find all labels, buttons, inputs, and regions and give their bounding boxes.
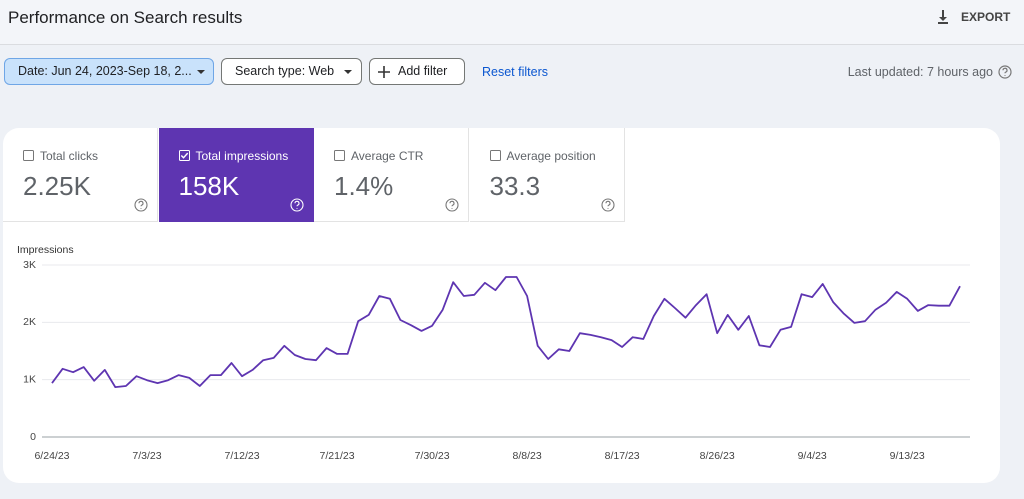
x-tick-label: 7/3/23 [132, 450, 161, 462]
header: Performance on Search results EXPORT [0, 0, 1024, 45]
metric-tile[interactable]: Total impressions 158K [158, 128, 314, 222]
dropdown-arrow [197, 70, 205, 74]
y-tick-label: 1K [23, 373, 36, 385]
search-type-filter[interactable]: Search type: Web [221, 58, 362, 85]
metric-value: 33.3 [489, 171, 541, 201]
y-tick-label: 0 [30, 431, 36, 443]
x-tick-label: 7/21/23 [320, 450, 355, 462]
add-filter-button[interactable]: Add filter [369, 58, 465, 85]
checkbox[interactable] [334, 150, 345, 161]
performance-card: Total clicks 2.25K Total impressions 158K Av… [3, 128, 1000, 483]
metric-label: Average CTR [351, 149, 424, 163]
y-tick-label: 3K [23, 259, 36, 271]
plus-icon [378, 66, 390, 78]
export-button[interactable]: EXPORT [961, 10, 1011, 24]
y-axis-label: Impressions [17, 244, 74, 256]
metric-tile[interactable]: Average CTR 1.4% [314, 128, 469, 222]
help-icon[interactable] [445, 198, 459, 212]
checkbox[interactable] [178, 150, 190, 161]
help-icon[interactable] [998, 65, 1012, 79]
page-title: Performance on Search results [8, 8, 243, 27]
metric-label: Total clicks [40, 149, 99, 163]
metric-tile[interactable]: Total clicks 2.25K [3, 128, 158, 222]
search-type-text: Search type: Web [235, 64, 335, 78]
metric-tile[interactable]: Average position 33.3 [469, 128, 625, 222]
last-updated: Last updated: 7 hours ago [847, 65, 993, 79]
checkbox[interactable] [489, 150, 501, 161]
date-filter-text: Date: Jun 24, 2023-Sep 18, 2... [18, 64, 192, 78]
checkbox[interactable] [23, 150, 34, 161]
help-icon[interactable] [289, 198, 304, 212]
x-tick-label: 9/4/23 [798, 450, 827, 462]
add-filter-text: Add filter [398, 64, 448, 78]
impressions-line [51, 276, 961, 388]
x-tick-label: 9/13/23 [890, 450, 925, 462]
x-tick-label: 7/30/23 [415, 450, 450, 462]
metric-value: 1.4% [334, 171, 394, 201]
metric-label: Average position [506, 149, 596, 163]
metric-label: Total impressions [195, 149, 289, 163]
metric-value: 158K [178, 171, 240, 201]
x-tick-label: 8/26/23 [700, 450, 735, 462]
x-tick-label: 6/24/23 [34, 450, 69, 462]
y-tick-label: 2K [23, 316, 36, 328]
x-tick-label: 8/17/23 [605, 450, 640, 462]
export-icon[interactable] [935, 9, 951, 25]
reset-filters-link[interactable]: Reset filters [482, 65, 548, 79]
help-icon[interactable] [600, 198, 615, 212]
help-icon[interactable] [134, 198, 148, 212]
metric-value: 2.25K [23, 171, 91, 201]
x-tick-label: 7/12/23 [225, 450, 260, 462]
x-tick-label: 8/8/23 [513, 450, 542, 462]
date-filter[interactable]: Date: Jun 24, 2023-Sep 18, 2... [4, 58, 214, 85]
dropdown-arrow [344, 70, 352, 74]
